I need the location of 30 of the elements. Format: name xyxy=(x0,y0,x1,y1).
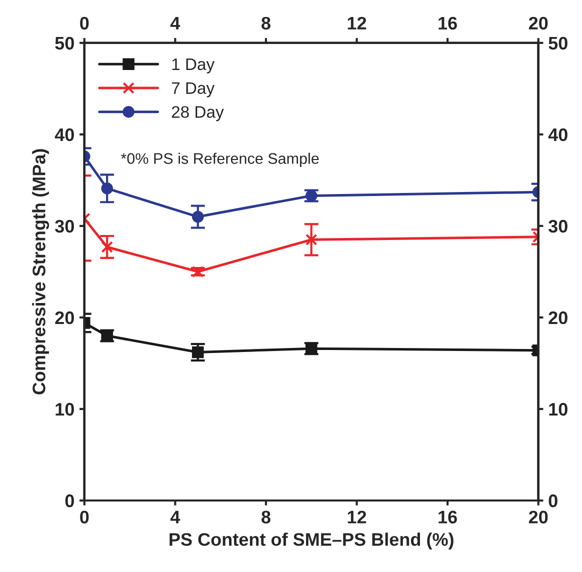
x-tick-label: 4 xyxy=(170,510,180,524)
y-tick-label: 20 xyxy=(55,311,74,324)
y-axis-title: Compressive Strength (MPa) xyxy=(32,149,50,394)
annotation: *0% PS is Reference Sample xyxy=(120,152,319,167)
x-tick-label: 20 xyxy=(528,510,548,524)
x2-tick-label: 12 xyxy=(348,16,366,30)
x-tick-label: 8 xyxy=(262,510,270,524)
y-tick-label: 40 xyxy=(54,128,74,142)
x-tick-label: 12 xyxy=(348,510,366,524)
x2-tick-label: 8 xyxy=(262,16,270,30)
x2-tick-label: 0 xyxy=(80,16,89,30)
x-tick-label: 0 xyxy=(80,510,89,524)
y2-tick-label: 10 xyxy=(549,402,568,416)
legend-label: 28 Day xyxy=(172,106,224,122)
x2-tick-label: 20 xyxy=(528,16,548,30)
y-tick-label: 10 xyxy=(56,402,74,416)
y-tick-label: 50 xyxy=(55,36,74,50)
legend-label: 1 Day xyxy=(172,58,215,74)
y-tick-label: 30 xyxy=(55,220,74,233)
x-axis-title: PS Content of SME–PS Blend (%) xyxy=(170,532,454,550)
y-tick-label: 0 xyxy=(65,494,74,508)
legend-label: 7 Day xyxy=(172,82,215,98)
y2-tick-label: 40 xyxy=(548,128,568,142)
y2-tick-label: 0 xyxy=(548,494,558,508)
y2-tick-label: 50 xyxy=(548,36,568,50)
x-tick-label: 16 xyxy=(438,510,457,524)
y2-tick-label: 20 xyxy=(548,311,568,324)
x2-tick-label: 4 xyxy=(170,17,180,30)
y2-tick-label: 30 xyxy=(548,220,568,233)
x2-tick-label: 16 xyxy=(438,16,457,30)
